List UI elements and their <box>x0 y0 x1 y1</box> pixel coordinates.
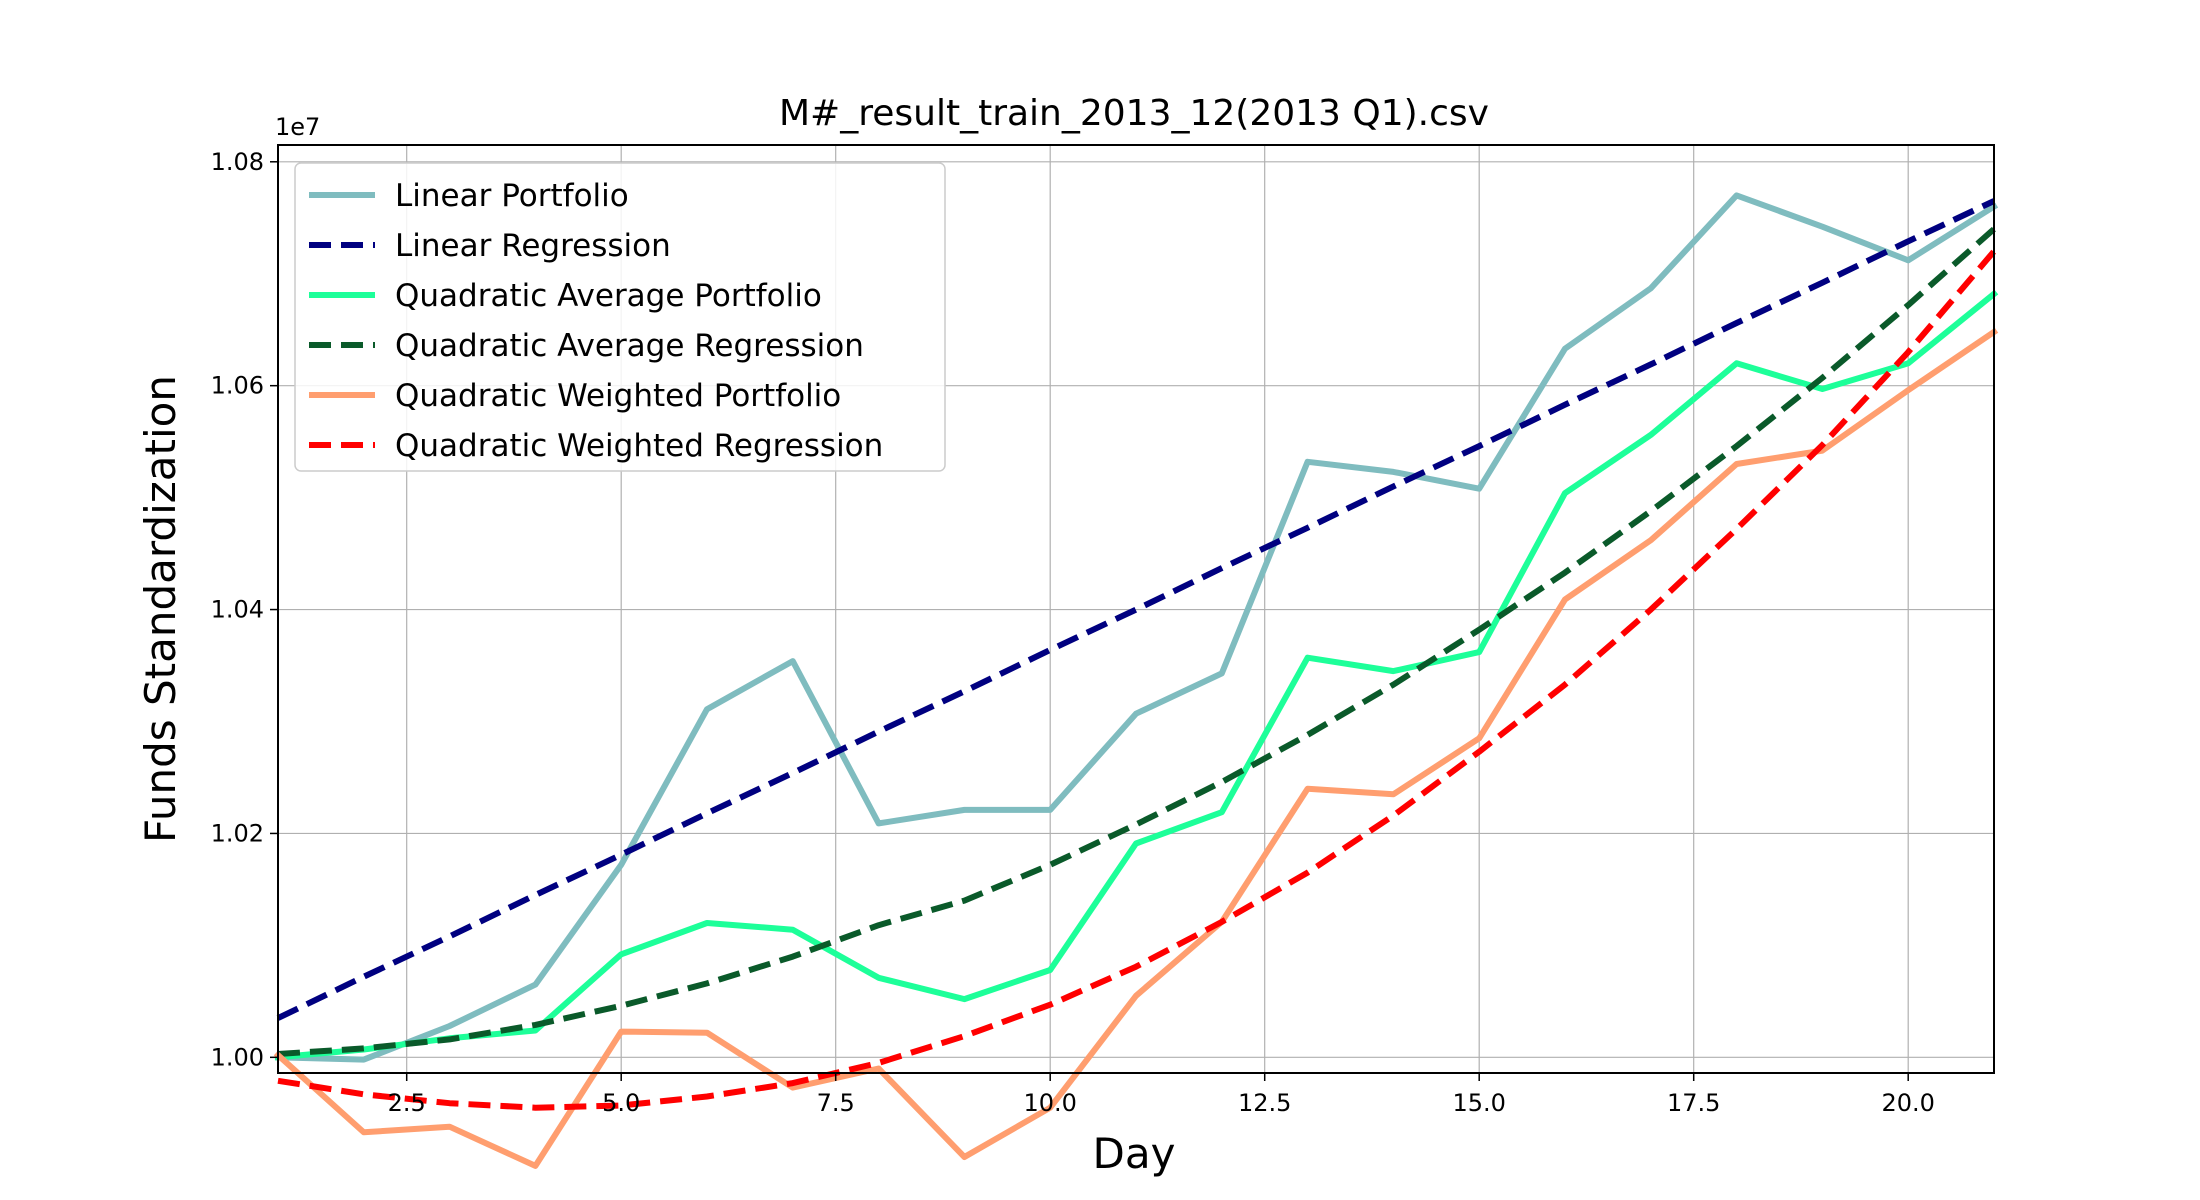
legend: Linear Portfolio Linear Regression Quadrat… <box>294 162 946 472</box>
legend-label-quadratic-weighted-portfolio: Quadratic Weighted Portfolio <box>395 378 841 414</box>
y-axis-label: Funds Standardization <box>136 375 185 843</box>
x-axis-label: Day <box>1093 1129 1176 1178</box>
x-tick-label: 10.0 <box>1023 1089 1076 1117</box>
legend-label-quadratic-average-regression: Quadratic Average Regression <box>395 328 864 364</box>
y-tick-label: 1.02 <box>211 819 264 847</box>
legend-label-linear-portfolio: Linear Portfolio <box>395 178 629 214</box>
x-axis: 2.5 5.0 7.5 10.0 12.5 15.0 17.5 20.0 <box>388 1073 1935 1117</box>
legend-box <box>294 162 946 472</box>
series-quadratic-average-regression-line <box>277 226 1996 1057</box>
chart-title: M#_result_train_2013_12(2013 Q1).csv <box>779 93 1489 134</box>
legend-label-quadratic-weighted-regression: Quadratic Weighted Regression <box>395 428 883 464</box>
x-tick-label: 7.5 <box>817 1089 855 1117</box>
y-tick-label: 1.06 <box>211 372 264 400</box>
y-axis: 1.00 1.02 1.04 1.06 1.08 <box>211 148 278 1071</box>
legend-label-linear-regression: Linear Regression <box>395 228 671 264</box>
series-linear-regression-line <box>276 198 1996 1021</box>
legend-label-quadratic-average-portfolio: Quadratic Average Portfolio <box>395 278 822 314</box>
x-tick-label: 15.0 <box>1452 1089 1505 1117</box>
x-tick-label: 2.5 <box>388 1089 426 1117</box>
x-tick-label: 12.5 <box>1238 1089 1291 1117</box>
series-quadratic-weighted-portfolio-line <box>273 327 1999 1169</box>
y-tick-label: 1.00 <box>211 1043 264 1071</box>
y-tick-label: 1.04 <box>211 596 264 624</box>
y-tick-label: 1.08 <box>211 148 264 176</box>
x-tick-label: 5.0 <box>602 1089 640 1117</box>
series-lines <box>273 192 1999 1169</box>
series-quadratic-weighted-regression-line <box>277 249 1997 1111</box>
x-tick-label: 17.5 <box>1667 1089 1720 1117</box>
series-quadratic-average-portfolio-line <box>274 289 1999 1061</box>
x-tick-label: 20.0 <box>1881 1089 1934 1117</box>
series-linear-portfolio-line <box>274 192 1999 1063</box>
y-offset-label: 1e7 <box>275 113 320 141</box>
